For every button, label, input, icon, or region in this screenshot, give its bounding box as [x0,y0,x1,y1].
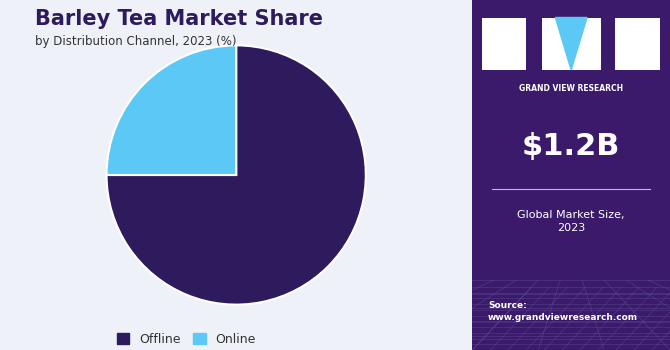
Polygon shape [555,18,587,70]
Text: $1.2B: $1.2B [522,133,620,161]
Text: Barley Tea Market Share: Barley Tea Market Share [36,9,323,29]
Text: Source:
www.grandviewresearch.com: Source: www.grandviewresearch.com [488,301,639,322]
FancyBboxPatch shape [541,18,601,70]
Wedge shape [107,46,237,175]
Text: Global Market Size,
2023: Global Market Size, 2023 [517,210,625,233]
Text: by Distribution Channel, 2023 (%): by Distribution Channel, 2023 (%) [36,35,237,48]
FancyBboxPatch shape [614,18,660,70]
Wedge shape [107,46,366,304]
Text: GRAND VIEW RESEARCH: GRAND VIEW RESEARCH [519,84,623,93]
FancyBboxPatch shape [472,0,670,350]
FancyBboxPatch shape [482,18,526,70]
Legend: Offline, Online: Offline, Online [112,328,261,350]
